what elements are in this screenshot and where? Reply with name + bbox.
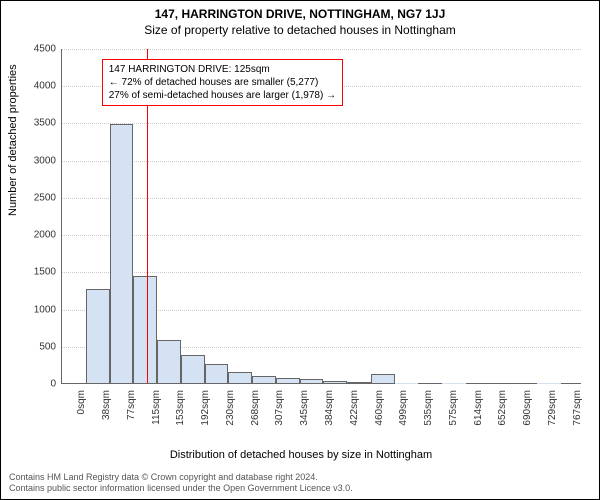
x-tick-label: 499sqm [398,390,409,426]
bar [110,124,134,383]
y-tick-label: 0 [16,379,56,390]
x-tick-label: 460sqm [374,390,385,426]
x-tick-label: 115sqm [151,390,162,425]
y-tick-label: 500 [16,341,56,352]
x-tick-label: 345sqm [299,390,310,426]
bar [228,372,252,383]
bar [252,376,276,383]
bar [371,374,395,383]
bar [86,289,110,383]
x-tick-label: 729sqm [547,390,558,426]
y-tick-label: 1000 [16,304,56,315]
bar [323,381,347,383]
chart-subtitle: Size of property relative to detached ho… [1,23,599,37]
y-tick-label: 4000 [16,81,56,92]
x-tick-label: 153sqm [175,390,186,426]
plot-area: 147 HARRINGTON DRIVE: 125sqm ← 72% of de… [61,49,581,384]
x-tick-label: 192sqm [200,390,211,426]
annotation-line-1: 147 HARRINGTON DRIVE: 125sqm [109,63,336,76]
bar [181,355,205,383]
x-tick-label: 268sqm [250,390,261,426]
footer-line-1: Contains HM Land Registry data © Crown c… [9,472,591,484]
y-tick-label: 1500 [16,267,56,278]
annotation-line-2: ← 72% of detached houses are smaller (5,… [109,76,336,89]
x-tick-label: 384sqm [324,390,335,426]
bar [205,364,229,383]
y-tick-label: 3000 [16,155,56,166]
x-tick-label: 307sqm [274,390,285,426]
annotation-line-3: 27% of semi-detached houses are larger (… [109,89,336,102]
bar [300,379,324,383]
bar [347,382,371,383]
bar [133,276,157,383]
y-tick-label: 2500 [16,192,56,203]
x-tick-label: 422sqm [349,390,360,426]
y-tick-label: 4500 [16,44,56,55]
chart-area: 147 HARRINGTON DRIVE: 125sqm ← 72% of de… [61,49,581,419]
x-tick-label: 230sqm [225,390,236,426]
x-tick-label: 0sqm [76,390,87,414]
x-tick-label: 535sqm [423,390,434,426]
footer-line-2: Contains public sector information licen… [9,483,591,495]
x-tick-label: 614sqm [473,390,484,426]
x-axis-label: Distribution of detached houses by size … [1,449,600,461]
x-tick-label: 690sqm [522,390,533,426]
x-tick-label: 652sqm [497,390,508,426]
chart-title: 147, HARRINGTON DRIVE, NOTTINGHAM, NG7 1… [1,7,599,21]
y-tick-label: 3500 [16,118,56,129]
annotation-box: 147 HARRINGTON DRIVE: 125sqm ← 72% of de… [102,59,343,106]
bar [157,340,181,383]
x-tick-label: 38sqm [101,390,112,420]
y-tick-label: 2000 [16,230,56,241]
x-tick-label: 575sqm [448,390,459,426]
bar [276,378,300,383]
x-tick-label: 767sqm [572,390,583,426]
x-tick-label: 77sqm [126,390,137,420]
footer: Contains HM Land Registry data © Crown c… [9,472,591,495]
chart-container: 147, HARRINGTON DRIVE, NOTTINGHAM, NG7 1… [0,0,600,500]
x-ticks: 0sqm 38sqm 77sqm 115sqm 153sqm 192sqm 230sqm 26… [61,386,581,456]
